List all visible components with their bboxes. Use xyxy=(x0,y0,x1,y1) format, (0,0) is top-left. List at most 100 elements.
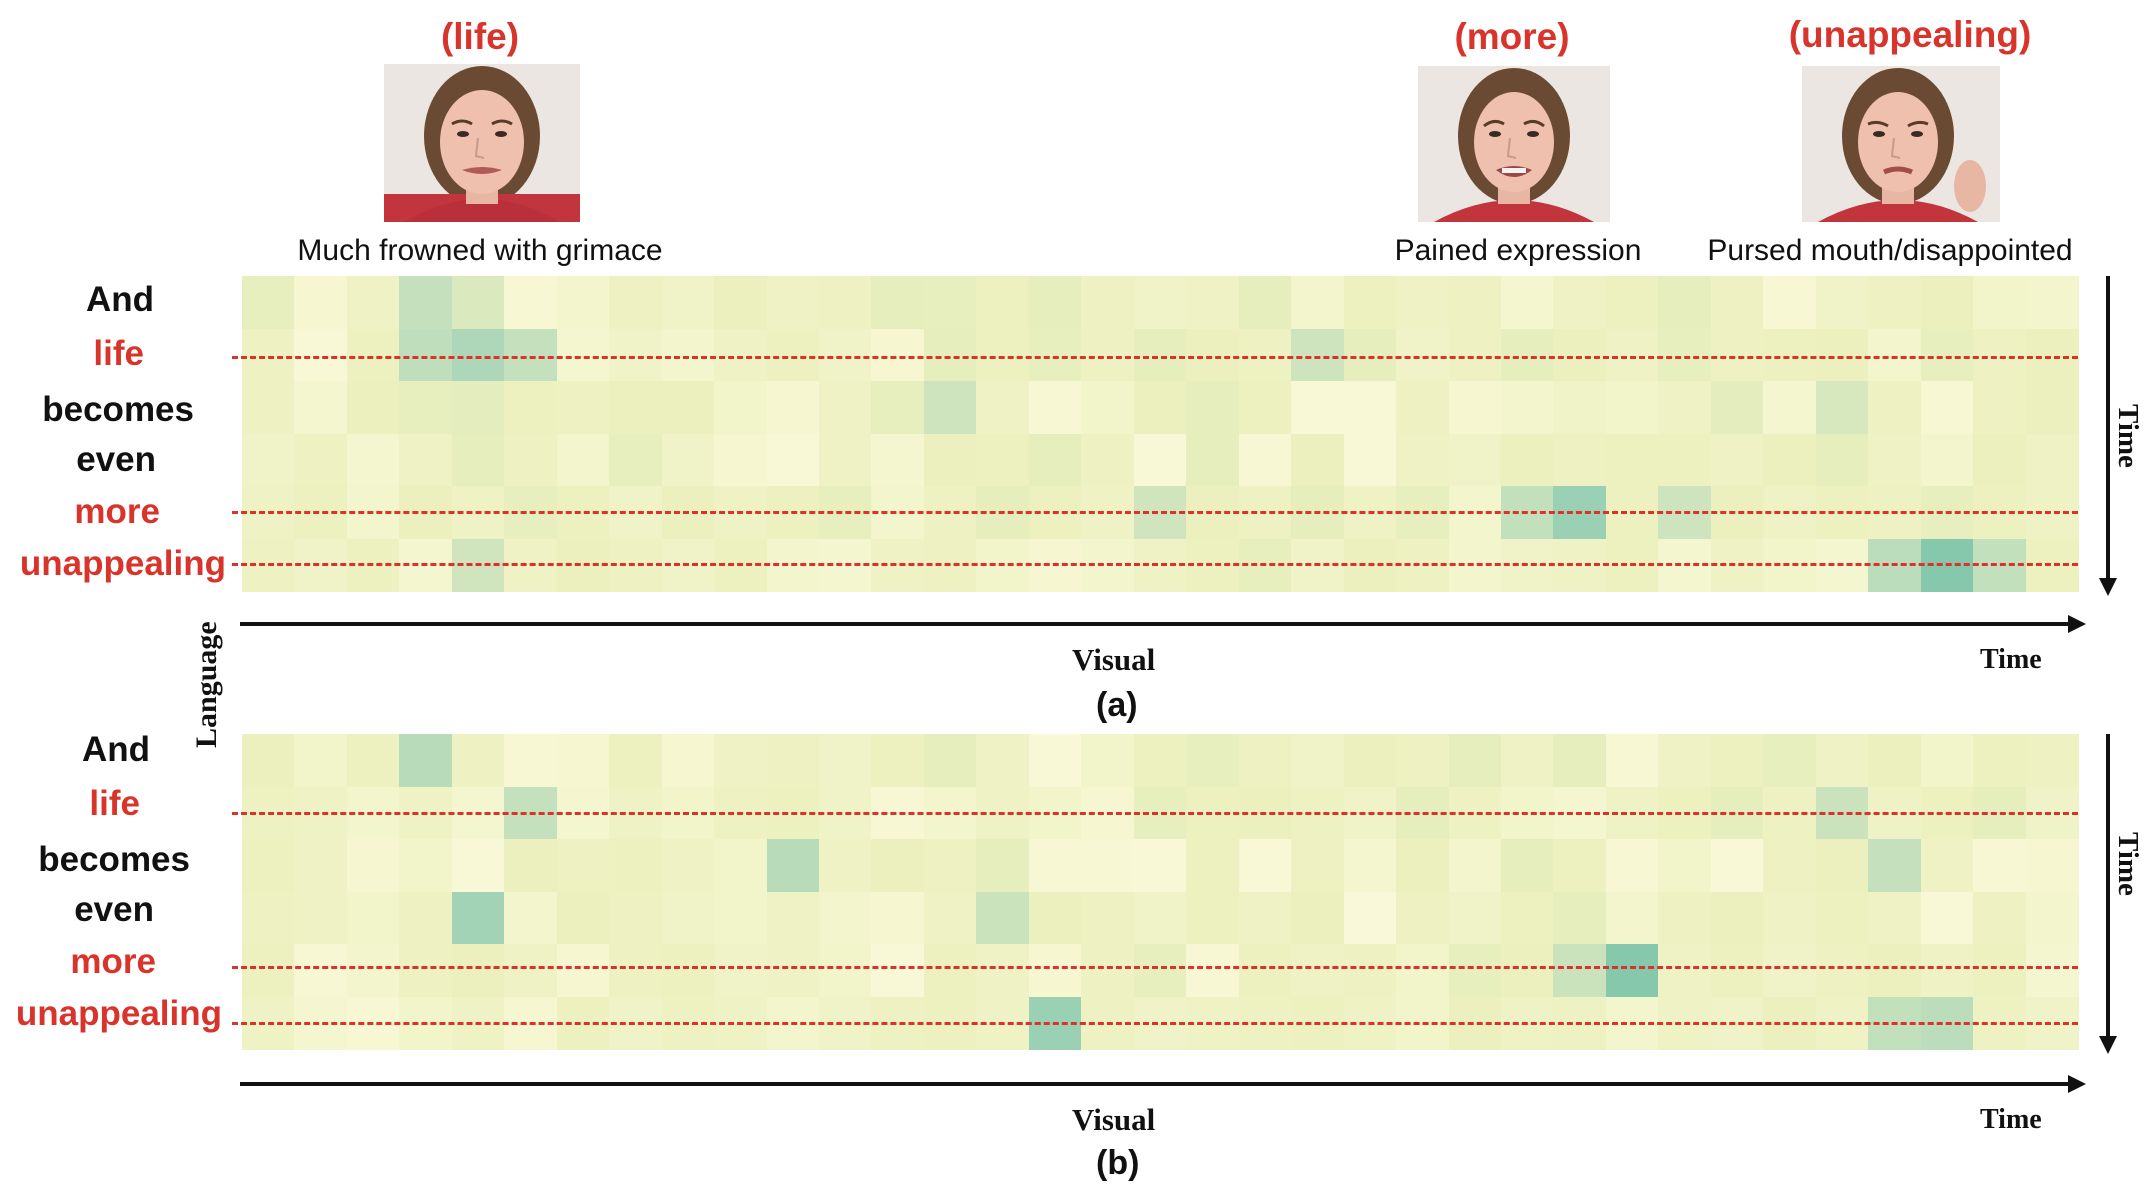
panel-b-word-becomes: becomes xyxy=(38,840,190,879)
panel-a-cell-r1-c20 xyxy=(1291,328,1345,382)
panel-b-cell-r4-c2 xyxy=(346,944,400,997)
panel-b-cell-r2-c11 xyxy=(819,839,873,892)
caption-life: Much frowned with grimace xyxy=(297,234,663,267)
panel-a-cell-r0-c17 xyxy=(1133,276,1187,329)
panel-b-cell-r2-c13 xyxy=(923,839,977,892)
panel-b-cell-r3-c25 xyxy=(1553,891,1607,945)
panel-b-cell-r0-c8 xyxy=(661,734,715,787)
panel-a-cell-r1-c7 xyxy=(609,328,663,382)
panel-a-word-unappealing: unappealing xyxy=(19,544,226,583)
panel-b-cell-r3-c6 xyxy=(556,891,610,945)
panel-b-cell-r2-c12 xyxy=(871,839,925,892)
face-photo-unappealing xyxy=(1802,66,2000,222)
panel-b-cell-r4-c11 xyxy=(819,944,873,997)
panel-b-cell-r2-c0 xyxy=(242,839,295,892)
panel-a-cell-r0-c1 xyxy=(294,276,348,329)
panel-b-cell-r3-c34 xyxy=(2025,891,2079,945)
panel-b-cell-r4-c20 xyxy=(1291,944,1345,997)
panel-b-cell-r0-c15 xyxy=(1028,734,1082,787)
panel-a-cell-r1-c17 xyxy=(1133,328,1187,382)
panel-b-unappealing-dashline xyxy=(232,1022,2078,1025)
panel-a-cell-r2-c28 xyxy=(1710,381,1764,434)
panel-b-cell-r0-c34 xyxy=(2025,734,2079,787)
panel-a-cell-r0-c18 xyxy=(1186,276,1240,329)
panel-a-cell-r2-c14 xyxy=(976,381,1030,434)
panel-a-cell-r2-c20 xyxy=(1291,381,1345,434)
panel-a-more-dashline xyxy=(232,511,2078,514)
panel-a-cell-r2-c26 xyxy=(1605,381,1659,434)
panel-b-cell-r4-c31 xyxy=(1868,944,1922,997)
panel-b-cell-r3-c26 xyxy=(1605,891,1659,945)
panel-a-cell-r2-c19 xyxy=(1238,381,1292,434)
panel-a-cell-r0-c31 xyxy=(1868,276,1922,329)
panel-a-cell-r0-c9 xyxy=(714,276,768,329)
panel-a-cell-r2-c0 xyxy=(242,381,295,434)
panel-a-cell-r2-c31 xyxy=(1868,381,1922,434)
panel-a-cell-r2-c13 xyxy=(923,381,977,434)
panel-b-cell-r4-c8 xyxy=(661,944,715,997)
panel-a-cell-r1-c30 xyxy=(1815,328,1869,382)
panel-b-cell-r0-c27 xyxy=(1658,734,1712,787)
panel-b-cell-r2-c10 xyxy=(766,839,820,892)
panel-b-cell-r3-c20 xyxy=(1291,891,1345,945)
panel-b-cell-r3-c15 xyxy=(1028,891,1082,945)
caption-unappealing: Pursed mouth/disappointed xyxy=(1707,234,2073,267)
panel-b-cell-r4-c25 xyxy=(1553,944,1607,997)
panel-a-cell-r3-c29 xyxy=(1763,433,1817,487)
panel-b-cell-r3-c29 xyxy=(1763,891,1817,945)
panel-a-cell-r0-c4 xyxy=(451,276,505,329)
panel-b-cell-r2-c9 xyxy=(714,839,768,892)
panel-b-cell-r3-c17 xyxy=(1133,891,1187,945)
panel-b-cell-r3-c18 xyxy=(1186,891,1240,945)
panel-b-cell-r0-c28 xyxy=(1710,734,1764,787)
caption-more: Pained expression xyxy=(1394,234,1642,267)
panel-a-cell-r0-c27 xyxy=(1658,276,1712,329)
panel-a-cell-r3-c27 xyxy=(1658,433,1712,487)
panel-b-cell-r2-c6 xyxy=(556,839,610,892)
panel-b-cell-r4-c14 xyxy=(976,944,1030,997)
panel-a-cell-r2-c12 xyxy=(871,381,925,434)
panel-b-cell-r2-c28 xyxy=(1710,839,1764,892)
panel-a-cell-r3-c30 xyxy=(1815,433,1869,487)
panel-b-cell-r2-c4 xyxy=(451,839,505,892)
panel-a-cell-r3-c24 xyxy=(1500,433,1554,487)
face-photo-life xyxy=(384,64,580,222)
panel-b-cell-r2-c16 xyxy=(1081,839,1135,892)
panel-b-y-axis xyxy=(2106,734,2110,1040)
panel-a-cell-r2-c15 xyxy=(1028,381,1082,434)
panel-a-cell-r1-c4 xyxy=(451,328,505,382)
panel-b-word-and: And xyxy=(81,730,150,769)
panel-b-y-axis-arrowhead xyxy=(2099,1036,2117,1054)
panel-b-cell-r2-c7 xyxy=(609,839,663,892)
panel-b-cell-r3-c12 xyxy=(871,891,925,945)
panel-b-x-time-label: Time xyxy=(1980,1104,2042,1135)
panel-a-cell-r0-c25 xyxy=(1553,276,1607,329)
panel-a-cell-r2-c5 xyxy=(504,381,558,434)
panel-a-cell-r3-c1 xyxy=(294,433,348,487)
panel-b-cell-r2-c31 xyxy=(1868,839,1922,892)
panel-b-cell-r3-c31 xyxy=(1868,891,1922,945)
panel-b-cell-r4-c30 xyxy=(1815,944,1869,997)
panel-b-cell-r2-c30 xyxy=(1815,839,1869,892)
panel-a-cell-r3-c0 xyxy=(242,433,295,487)
panel-a-cell-r3-c25 xyxy=(1553,433,1607,487)
panel-b-cell-r3-c28 xyxy=(1710,891,1764,945)
panel-a-cell-r0-c8 xyxy=(661,276,715,329)
panel-b-cell-r3-c32 xyxy=(1920,891,1974,945)
panel-a-cell-r1-c32 xyxy=(1920,328,1974,382)
panel-b-cell-r4-c19 xyxy=(1238,944,1292,997)
panel-a-word-more: more xyxy=(74,492,160,531)
panel-a-cell-r0-c21 xyxy=(1343,276,1397,329)
panel-a-cell-r3-c21 xyxy=(1343,433,1397,487)
panel-b-cell-r4-c7 xyxy=(609,944,663,997)
panel-a-cell-r1-c8 xyxy=(661,328,715,382)
panel-a-cell-r3-c13 xyxy=(923,433,977,487)
panel-b-cell-r3-c16 xyxy=(1081,891,1135,945)
panel-a-cell-r2-c16 xyxy=(1081,381,1135,434)
panel-a-cell-r3-c28 xyxy=(1710,433,1764,487)
panel-a-cell-r3-c14 xyxy=(976,433,1030,487)
panel-b-cell-r0-c32 xyxy=(1920,734,1974,787)
panel-b-cell-r4-c6 xyxy=(556,944,610,997)
panel-a-cell-r2-c24 xyxy=(1500,381,1554,434)
panel-b-cell-r0-c16 xyxy=(1081,734,1135,787)
